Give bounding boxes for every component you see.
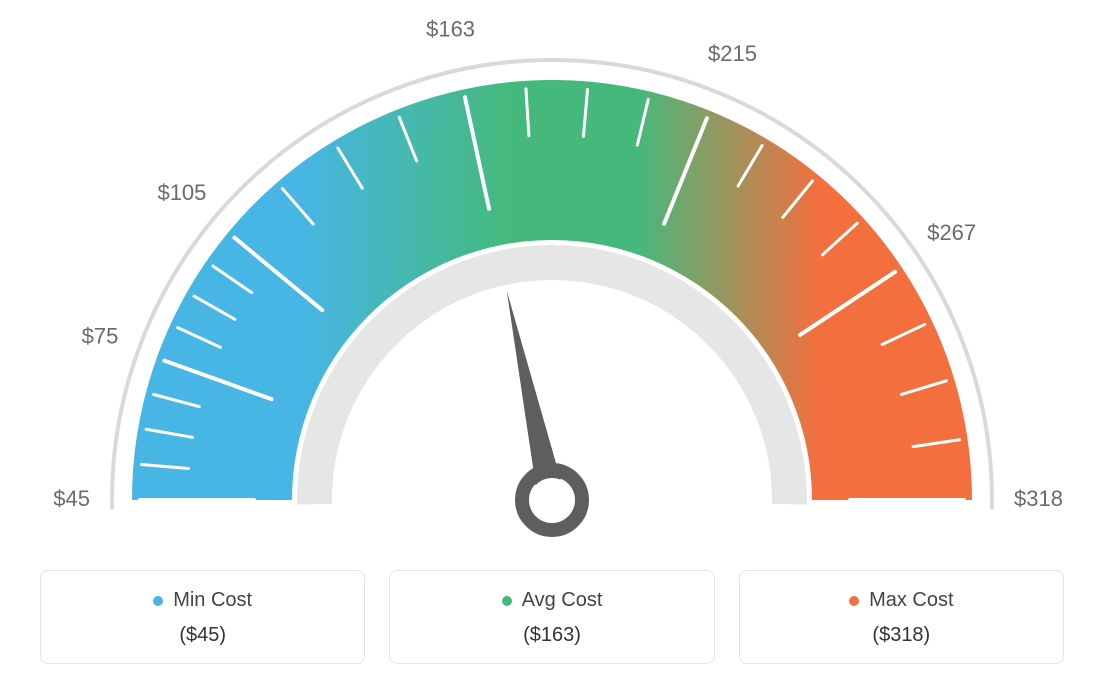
legend-dot-max <box>849 596 859 606</box>
legend-title-avg: Avg Cost <box>502 589 603 612</box>
legend-row: Min Cost ($45) Avg Cost ($163) Max Cost … <box>0 570 1104 664</box>
gauge-svg: $45 $75 $105 $163 $215 $267 $318 <box>32 0 1072 560</box>
legend-label-min: Min Cost <box>173 589 252 612</box>
legend-title-max: Max Cost <box>849 589 953 612</box>
legend-card-max: Max Cost ($318) <box>739 570 1064 664</box>
legend-title-min: Min Cost <box>153 589 252 612</box>
legend-card-avg: Avg Cost ($163) <box>389 570 714 664</box>
svg-text:$215: $215 <box>708 41 757 66</box>
legend-dot-min <box>153 596 163 606</box>
legend-card-min: Min Cost ($45) <box>40 570 365 664</box>
legend-value-avg: ($163) <box>402 624 701 647</box>
legend-dot-avg <box>502 596 512 606</box>
legend-label-avg: Avg Cost <box>522 589 603 612</box>
svg-text:$163: $163 <box>426 17 475 42</box>
svg-text:$318: $318 <box>1014 486 1063 511</box>
legend-value-min: ($45) <box>53 624 352 647</box>
svg-text:$105: $105 <box>157 180 206 205</box>
svg-text:$45: $45 <box>53 486 90 511</box>
svg-text:$75: $75 <box>82 323 119 348</box>
legend-label-max: Max Cost <box>869 589 953 612</box>
svg-text:$267: $267 <box>927 220 976 245</box>
gauge-chart: $45 $75 $105 $163 $215 $267 $318 <box>0 0 1104 560</box>
legend-value-max: ($318) <box>752 624 1051 647</box>
